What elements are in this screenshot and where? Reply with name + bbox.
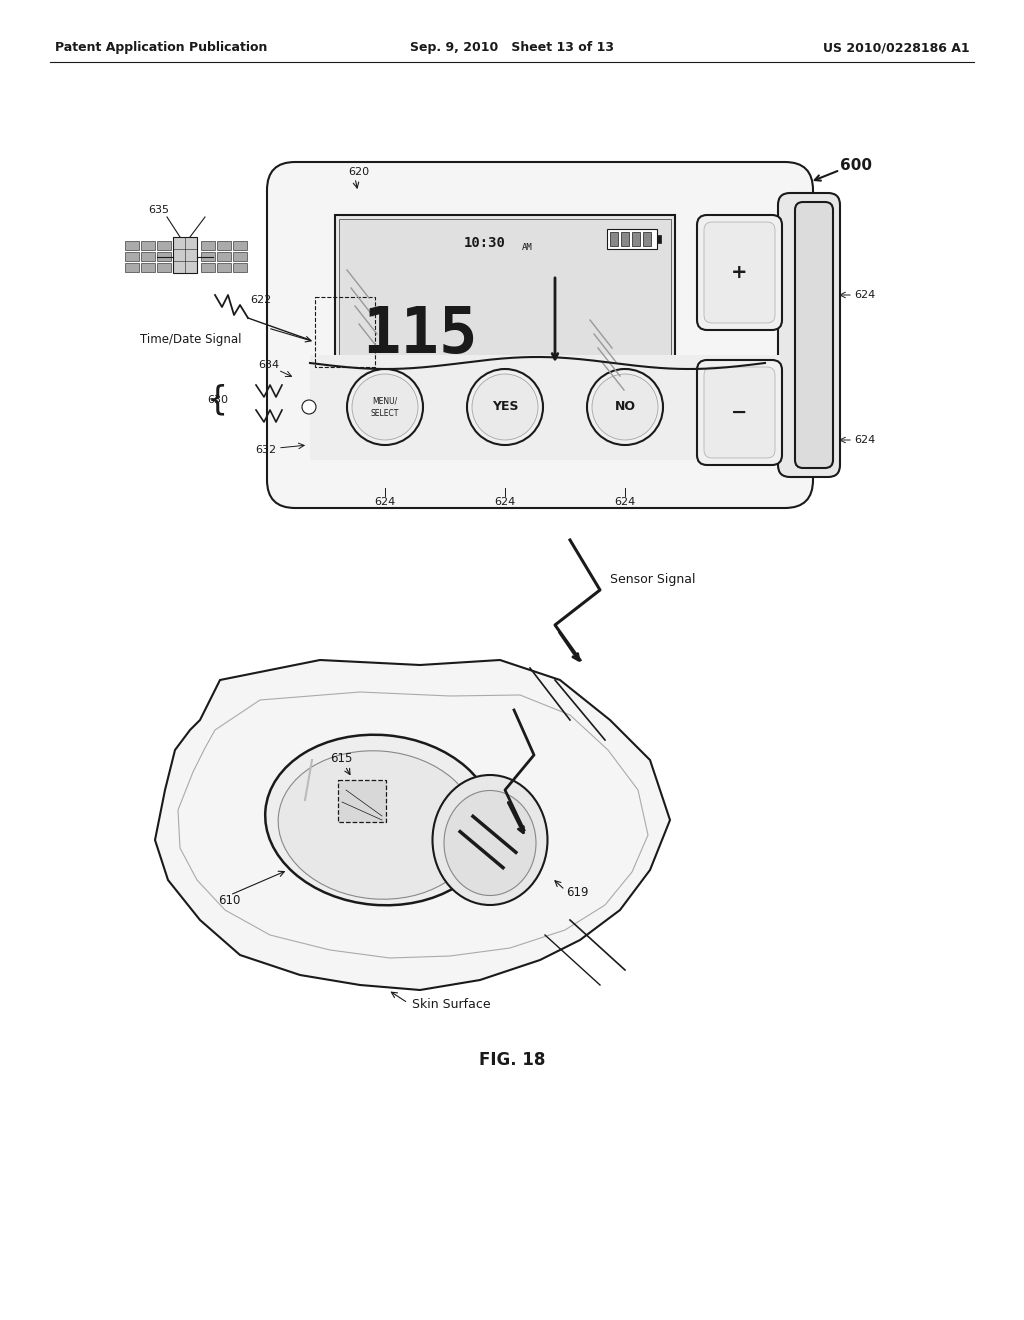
Text: 624: 624	[375, 498, 395, 507]
Ellipse shape	[432, 775, 548, 906]
Bar	[217, 242, 231, 249]
Ellipse shape	[279, 751, 478, 899]
FancyBboxPatch shape	[778, 193, 840, 477]
Text: 630: 630	[207, 395, 228, 405]
Ellipse shape	[444, 791, 536, 895]
Text: 624: 624	[854, 436, 876, 445]
Text: YES: YES	[492, 400, 518, 413]
Text: MENU/: MENU/	[373, 396, 397, 405]
Bar	[141, 242, 155, 249]
Bar	[157, 242, 171, 249]
Text: FIG. 18: FIG. 18	[479, 1051, 545, 1069]
Bar	[339, 219, 671, 385]
Bar	[315, 297, 375, 367]
Circle shape	[352, 374, 418, 440]
Circle shape	[587, 370, 663, 445]
Circle shape	[347, 370, 423, 445]
Bar	[310, 355, 780, 459]
Bar	[643, 232, 651, 246]
Text: 622: 622	[250, 294, 271, 305]
Bar	[217, 263, 231, 272]
FancyBboxPatch shape	[705, 222, 775, 323]
Bar	[657, 235, 662, 243]
FancyBboxPatch shape	[795, 202, 833, 469]
Text: 624: 624	[614, 498, 636, 507]
Bar	[217, 252, 231, 261]
Text: +: +	[731, 263, 748, 281]
Text: NO: NO	[614, 400, 636, 413]
Bar	[632, 232, 640, 246]
Bar	[157, 263, 171, 272]
Text: 620: 620	[348, 168, 369, 177]
FancyBboxPatch shape	[267, 162, 813, 508]
Text: AM: AM	[521, 243, 532, 252]
Text: 619: 619	[566, 886, 589, 899]
Text: 624: 624	[854, 290, 876, 300]
Bar	[125, 263, 139, 272]
Bar	[201, 242, 215, 249]
Text: Sep. 9, 2010   Sheet 13 of 13: Sep. 9, 2010 Sheet 13 of 13	[410, 41, 614, 54]
Bar	[141, 263, 155, 272]
Text: Patent Application Publication: Patent Application Publication	[55, 41, 267, 54]
Bar	[607, 228, 657, 249]
Text: 600: 600	[840, 157, 872, 173]
Polygon shape	[155, 660, 670, 990]
Bar	[125, 242, 139, 249]
Bar	[233, 252, 247, 261]
Text: 632: 632	[255, 445, 276, 455]
Bar	[621, 232, 629, 246]
Bar	[335, 215, 675, 389]
Bar	[610, 232, 618, 246]
Circle shape	[472, 374, 538, 440]
Circle shape	[467, 370, 543, 445]
Text: Skin Surface: Skin Surface	[412, 998, 490, 1011]
Bar	[233, 242, 247, 249]
Bar	[173, 238, 197, 273]
Circle shape	[302, 400, 316, 414]
Text: US 2010/0228186 A1: US 2010/0228186 A1	[823, 41, 970, 54]
Text: 634: 634	[258, 360, 280, 370]
Bar	[338, 780, 386, 822]
Text: 635: 635	[148, 205, 169, 215]
Text: Time/Date Signal: Time/Date Signal	[140, 334, 242, 346]
Text: Sensor Signal: Sensor Signal	[610, 573, 695, 586]
Bar	[157, 252, 171, 261]
Text: {: {	[207, 384, 228, 417]
Ellipse shape	[265, 735, 495, 906]
Bar	[233, 263, 247, 272]
Bar	[125, 252, 139, 261]
FancyBboxPatch shape	[705, 367, 775, 458]
Text: 615: 615	[330, 751, 352, 764]
Bar	[201, 263, 215, 272]
Bar	[141, 252, 155, 261]
FancyBboxPatch shape	[697, 215, 782, 330]
Bar	[201, 252, 215, 261]
Text: 115: 115	[362, 304, 478, 366]
FancyBboxPatch shape	[697, 360, 782, 465]
Text: SELECT: SELECT	[371, 408, 399, 417]
Text: −: −	[731, 403, 748, 421]
Text: 624: 624	[495, 498, 516, 507]
Circle shape	[592, 374, 658, 440]
Text: 610: 610	[218, 894, 241, 907]
Text: 10:30: 10:30	[464, 236, 506, 249]
